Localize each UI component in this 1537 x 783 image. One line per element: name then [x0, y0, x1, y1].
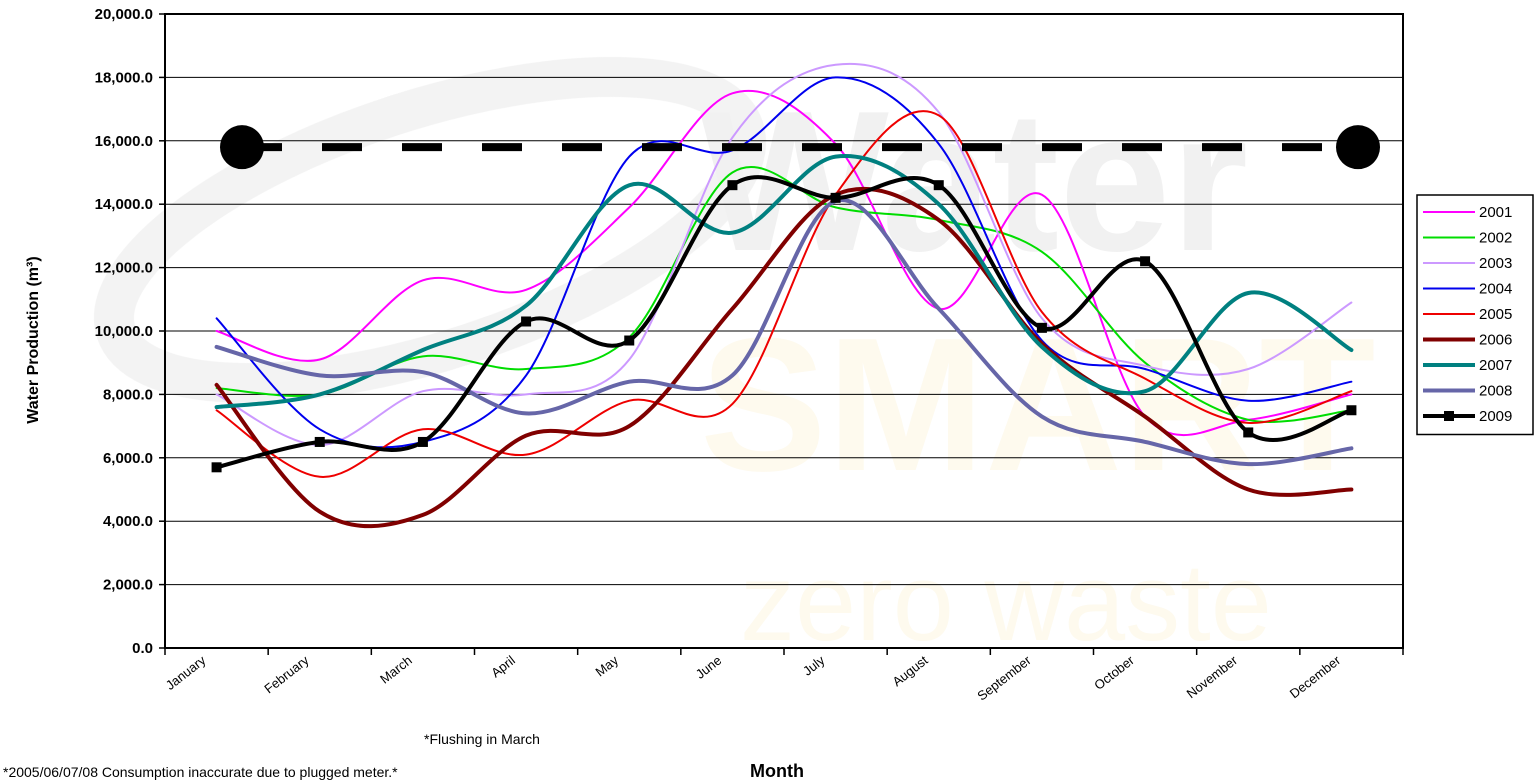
legend-label-2006: 2006: [1479, 332, 1512, 349]
x-tick-label: February: [261, 652, 312, 696]
series-line-2008: [214, 198, 1354, 467]
data-point-2009: [417, 436, 428, 447]
annotation-flushing: *Flushing in March: [424, 731, 540, 747]
data-point-2009: [211, 462, 222, 473]
y-tick-label: 4,000.0: [103, 513, 153, 530]
x-tick-label: January: [163, 652, 209, 693]
y-tick-label: 0.0: [132, 640, 153, 657]
data-point-2009: [1346, 405, 1357, 416]
x-axis-label: Month: [750, 761, 804, 781]
y-tick-label: 14,000.0: [95, 196, 153, 213]
data-point-2009: [830, 192, 841, 203]
legend-label-2002: 2002: [1479, 230, 1512, 247]
y-tick-label: 10,000.0: [95, 323, 153, 340]
reference-endpoint-left: [220, 125, 264, 170]
data-point-2009: [1036, 322, 1047, 333]
y-tick-label: 18,000.0: [95, 69, 153, 86]
data-point-2009: [521, 316, 532, 327]
y-tick-label: 20,000.0: [95, 6, 153, 23]
y-tick-label: 6,000.0: [103, 450, 153, 467]
y-tick-label: 8,000.0: [103, 386, 153, 403]
legend-label-2001: 2001: [1479, 204, 1512, 221]
watermark-swoosh: [93, 56, 767, 404]
data-point-2009: [1140, 256, 1151, 267]
y-axis-label: Water Production (m³): [25, 256, 42, 423]
legend-label-2005: 2005: [1479, 306, 1512, 323]
data-point-2009: [624, 335, 635, 346]
y-tick-label: 16,000.0: [95, 133, 153, 150]
legend-label-2009: 2009: [1479, 408, 1512, 425]
series-line-2005: [215, 110, 1353, 478]
series-line-2002: [215, 165, 1353, 423]
series-line-2003: [215, 62, 1353, 447]
plot-area-frame: [164, 13, 1404, 649]
data-point-2009: [1243, 427, 1254, 438]
data-point-2009: [933, 180, 944, 191]
y-tick-label: 2,000.0: [103, 577, 153, 594]
y-axis-ticks: 0.0 2,000.0 4,000.0 6,000.0 8,000.0 10,000.0 1…: [95, 6, 165, 657]
x-tick-label: December: [1287, 652, 1344, 701]
series-lines: [211, 62, 1357, 529]
watermark-logo: Water SMART zero waste: [93, 56, 1375, 664]
x-tick-label: March: [377, 653, 415, 687]
data-point-2009: [727, 180, 738, 191]
annotation-plugged-meter: *2005/06/07/08 Consumption inaccurate du…: [3, 764, 398, 780]
data-point-2009: [314, 436, 325, 447]
legend-label-2007: 2007: [1479, 357, 1512, 374]
legend-marker-2009: [1444, 411, 1454, 421]
series-line-2007: [214, 153, 1354, 410]
legend-label-2003: 2003: [1479, 255, 1512, 272]
x-tick-label: May: [593, 652, 622, 679]
watermark-text-bottom: zero waste: [740, 541, 1272, 664]
series-line-2006: [214, 186, 1354, 529]
reference-endpoint-right: [1336, 125, 1380, 170]
legend: 2001 2002 2003 2004 2005 2006 2007 2008 2009: [1416, 194, 1534, 436]
reference-line: [220, 125, 1380, 170]
legend-label-2004: 2004: [1479, 281, 1512, 298]
legend-label-2008: 2008: [1479, 383, 1512, 400]
x-tick-label: April: [488, 652, 518, 680]
y-tick-label: 12,000.0: [95, 260, 153, 277]
x-tick-label: June: [693, 653, 724, 682]
